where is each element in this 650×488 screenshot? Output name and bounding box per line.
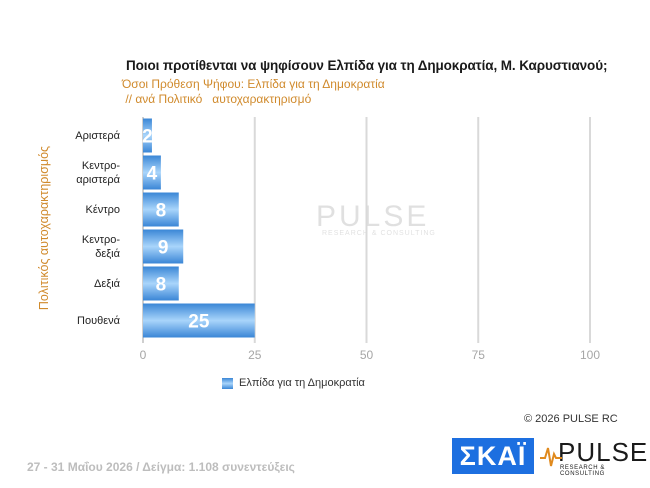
chart-title: Ποιοι προτίθενται να ψηφίσουν Ελπίδα για… bbox=[126, 58, 608, 73]
data-label: 9 bbox=[158, 238, 169, 259]
pulse-watermark: PULSE RESEARCH & CONSULTING bbox=[316, 200, 436, 237]
bar bbox=[143, 155, 161, 190]
category-label: Κεντρο-αριστερά bbox=[76, 159, 120, 186]
data-label: 25 bbox=[188, 312, 210, 333]
bar-chart: 2 4 8 9 8 25 0 25 50 75 100 bbox=[140, 117, 600, 362]
pulse-wave-icon bbox=[540, 447, 562, 467]
bar bbox=[143, 266, 179, 301]
bar bbox=[143, 303, 255, 338]
pulse-logo-tagline: RESEARCH & CONSULTING bbox=[560, 465, 606, 477]
copyright: © 2026 PULSE RC bbox=[524, 413, 618, 425]
skai-logo: ΣΚΑΪ bbox=[452, 438, 534, 474]
x-tick-label: 0 bbox=[140, 348, 147, 362]
legend-swatch bbox=[222, 377, 233, 389]
chart-subtitle: Όσοι Πρόθεση Ψήφου: Ελπίδα για τη Δημοκρ… bbox=[122, 77, 385, 106]
footer-survey-info: 27 - 31 Μαΐου 2026 / Δείγμα: 1.108 συνεν… bbox=[27, 460, 295, 474]
pulse-logo-text: PULSE bbox=[558, 437, 649, 467]
data-label: 4 bbox=[147, 164, 158, 185]
legend-label: Ελπίδα για τη Δημοκρατία bbox=[239, 377, 365, 389]
watermark-tagline: RESEARCH & CONSULTING bbox=[322, 230, 436, 237]
x-tick-label: 25 bbox=[248, 348, 262, 362]
data-label: 2 bbox=[142, 127, 153, 148]
bar bbox=[143, 192, 179, 227]
x-tick-label: 50 bbox=[360, 348, 374, 362]
category-label: Κεντρο-δεξιά bbox=[81, 233, 120, 260]
category-label: Αριστερά bbox=[75, 129, 120, 142]
legend: Ελπίδα για τη Δημοκρατία bbox=[222, 377, 365, 389]
watermark-brand: PULSE bbox=[316, 200, 430, 233]
category-label: Κέντρο bbox=[85, 203, 120, 216]
bar bbox=[143, 118, 152, 153]
x-tick-label: 100 bbox=[580, 348, 600, 362]
pulse-logo: PULSE RESEARCH & CONSULTING bbox=[540, 438, 650, 477]
category-label: Δεξιά bbox=[94, 277, 120, 290]
data-label: 8 bbox=[156, 275, 167, 296]
data-label: 8 bbox=[156, 201, 167, 222]
category-label: Πουθενά bbox=[77, 314, 120, 327]
bar bbox=[143, 229, 184, 264]
x-tick-label: 75 bbox=[472, 348, 486, 362]
